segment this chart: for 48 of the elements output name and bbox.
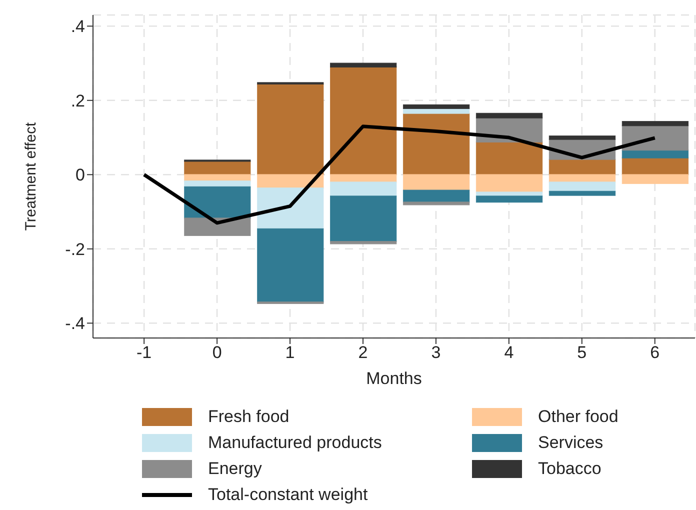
x-tick-label: 5 (577, 343, 587, 362)
y-tick-label: -.4 (65, 314, 85, 334)
bar (184, 218, 251, 236)
x-tick-label: -1 (136, 343, 152, 362)
bar (402, 112, 470, 176)
bar (330, 196, 397, 242)
legend-label: Services (538, 433, 604, 453)
bar (257, 228, 324, 302)
bar (330, 62, 397, 68)
legend-label: Tobacco (538, 459, 602, 479)
bar (476, 174, 543, 193)
y-axis-title: Treatment effect (22, 121, 40, 231)
x-tick-label: 1 (285, 343, 295, 362)
x-tick-label: 4 (504, 343, 514, 362)
bar (257, 84, 324, 176)
x-tick-label: 2 (358, 343, 368, 362)
x-axis-title: Months (366, 369, 422, 388)
y-tick-label: 0 (76, 166, 85, 185)
bar (548, 182, 616, 192)
bar (330, 240, 397, 244)
legend-label: Energy (208, 459, 262, 479)
bar (184, 186, 251, 219)
legend-label: Fresh food (208, 407, 290, 427)
line-series (142, 124, 657, 225)
bar (330, 182, 397, 197)
y-tick-label: .2 (70, 91, 85, 110)
bar (476, 141, 543, 176)
bar (402, 104, 470, 110)
x-tick-label: 6 (650, 343, 660, 362)
bar (330, 66, 397, 176)
bar (548, 190, 616, 196)
bar (402, 190, 470, 203)
legend-label: Total-constant weight (208, 485, 368, 505)
legend-label: Other food (538, 407, 618, 427)
y-tick-label: .4 (70, 17, 85, 36)
x-tick-label: 3 (431, 343, 441, 362)
bar (622, 174, 689, 184)
bar (402, 174, 470, 191)
bar (257, 188, 324, 230)
x-tick-label: 0 (212, 343, 222, 362)
bar (548, 136, 616, 140)
bar (622, 121, 689, 126)
bar (476, 196, 543, 203)
bar (622, 150, 689, 158)
bar (402, 202, 470, 206)
y-tick-label: -.2 (65, 240, 85, 259)
bar (476, 112, 543, 118)
legend-label: Manufactured products (208, 433, 382, 453)
